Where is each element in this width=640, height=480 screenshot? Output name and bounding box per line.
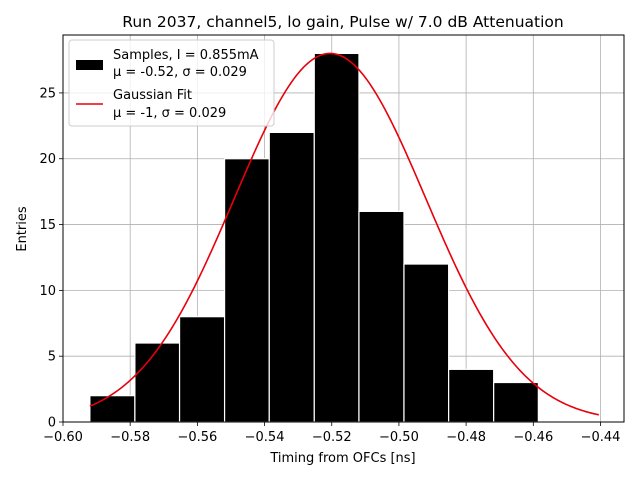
- legend-samples-swatch: [76, 60, 103, 70]
- x-tick-label: −0.48: [446, 430, 486, 445]
- legend-fit-label: Gaussian Fit: [113, 88, 192, 103]
- histogram-bar: [134, 342, 181, 423]
- y-axis-label: Entries: [15, 206, 30, 252]
- histogram-bar: [313, 52, 360, 423]
- x-tick-label: −0.44: [581, 430, 621, 445]
- y-tick-label: 20: [39, 152, 56, 167]
- legend-samples-label: Samples, I = 0.855mA: [113, 48, 259, 63]
- chart-title: Run 2037, channel5, lo gain, Pulse w/ 7.…: [122, 13, 563, 31]
- y-tick-label: 10: [39, 284, 56, 299]
- histogram-bar: [403, 263, 450, 423]
- y-tick-label: 15: [39, 218, 56, 233]
- histogram-bars: [89, 52, 539, 423]
- x-tick-label: −0.52: [312, 430, 352, 445]
- x-tick-label: −0.54: [245, 430, 285, 445]
- x-tick-label: −0.56: [177, 430, 217, 445]
- histogram-bar: [358, 210, 405, 423]
- legend-box: [68, 39, 275, 127]
- y-tick-label: 5: [48, 350, 56, 365]
- histogram-bar: [493, 381, 539, 423]
- histogram-bar: [223, 158, 270, 423]
- y-tick-label: 0: [48, 416, 56, 431]
- x-tick-label: −0.58: [110, 430, 150, 445]
- gaussian-fit-line: [89, 52, 599, 416]
- histogram-bar: [178, 316, 226, 423]
- x-tick-label: −0.50: [379, 430, 419, 445]
- histogram-bar: [448, 368, 495, 423]
- gaussian-fit-layer: [89, 52, 599, 416]
- plot-frame: [62, 34, 625, 423]
- x-tick-label: −0.60: [43, 430, 83, 445]
- histogram-bar: [268, 131, 315, 423]
- histogram-bar: [89, 395, 136, 423]
- x-tick-label: −0.46: [513, 430, 553, 445]
- legend-samples-stats: μ = -0.52, σ = 0.029: [113, 65, 247, 80]
- x-axis-ticks: −0.60 −0.58 −0.56 −0.54 −0.52 −0.50 −0.48 −0.46…: [43, 422, 620, 445]
- legend: Samples, I = 0.855mA μ = -0.52, σ = 0.02…: [68, 39, 275, 127]
- y-tick-label: 25: [39, 86, 56, 101]
- x-axis-label: Timing from OFCs [ns]: [269, 451, 415, 466]
- y-axis-ticks: 0 5 10 15 20 25: [39, 86, 63, 431]
- legend-fit-stats: μ = -1, σ = 0.029: [113, 106, 226, 121]
